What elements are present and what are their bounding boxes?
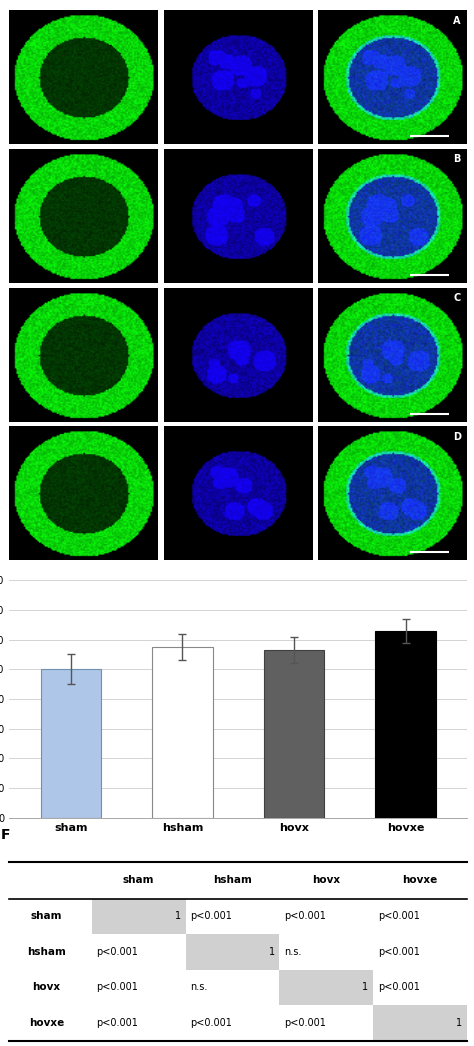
Bar: [41, 669, 101, 818]
Bar: [152, 647, 212, 818]
Text: n.s.: n.s.: [284, 947, 301, 957]
Text: B: B: [454, 155, 461, 164]
Text: p<0.001: p<0.001: [284, 911, 326, 922]
Bar: [264, 650, 324, 818]
Text: p<0.001: p<0.001: [190, 1018, 232, 1028]
Text: p<0.001: p<0.001: [378, 911, 419, 922]
Title: Overlay: Overlay: [372, 0, 413, 9]
Text: p<0.001: p<0.001: [378, 947, 419, 957]
Text: sham: sham: [31, 911, 62, 922]
Text: D: D: [453, 432, 461, 441]
Text: p<0.001: p<0.001: [96, 1018, 138, 1028]
Bar: [92, 899, 186, 934]
Text: p<0.001: p<0.001: [284, 1018, 326, 1028]
Text: C: C: [454, 293, 461, 303]
Text: p<0.001: p<0.001: [96, 982, 138, 993]
Text: n.s.: n.s.: [190, 982, 208, 993]
Bar: [279, 970, 373, 1005]
Text: hsham: hsham: [27, 947, 66, 957]
Text: 1: 1: [175, 911, 181, 922]
Text: hovx: hovx: [32, 982, 61, 993]
Text: p<0.001: p<0.001: [190, 911, 232, 922]
Text: hovx: hovx: [312, 876, 340, 885]
Text: sham: sham: [123, 876, 155, 885]
Bar: [375, 631, 436, 818]
Text: 1: 1: [363, 982, 369, 993]
Text: hovxe: hovxe: [402, 876, 438, 885]
Text: p<0.001: p<0.001: [378, 982, 419, 993]
Title: DAPI: DAPI: [226, 0, 250, 9]
Text: hsham: hsham: [213, 876, 252, 885]
Text: hovxe: hovxe: [29, 1018, 64, 1028]
Text: 1: 1: [456, 1018, 462, 1028]
Title: DppIII-FITC: DppIII-FITC: [56, 0, 112, 9]
Text: A: A: [454, 16, 461, 26]
Text: F: F: [0, 827, 10, 842]
Bar: [186, 934, 279, 970]
Text: p<0.001: p<0.001: [96, 947, 138, 957]
Text: 1: 1: [269, 947, 275, 957]
Bar: [373, 1005, 467, 1041]
